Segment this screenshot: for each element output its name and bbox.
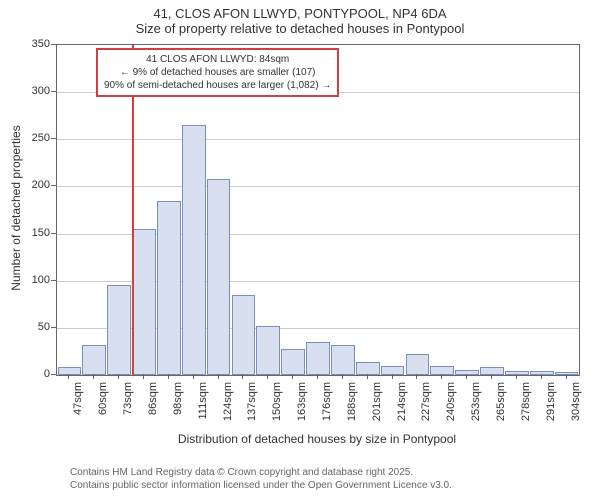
y-tick-mark	[51, 91, 56, 92]
histogram-bar	[256, 326, 280, 375]
x-tick-mark	[566, 374, 567, 379]
x-tick-label: 98sqm	[172, 382, 184, 415]
histogram-bar	[182, 125, 206, 375]
x-tick-label: 291sqm	[545, 382, 557, 421]
y-tick-label: 250	[20, 132, 50, 144]
x-tick-mark	[516, 374, 517, 379]
x-tick-mark	[491, 374, 492, 379]
histogram-bar	[505, 371, 529, 375]
histogram-bar	[107, 285, 131, 375]
histogram-bar	[306, 342, 330, 375]
chart-subtitle: Size of property relative to detached ho…	[0, 21, 600, 36]
y-tick-label: 50	[20, 321, 50, 333]
y-tick-label: 300	[20, 85, 50, 97]
x-tick-label: 124sqm	[222, 382, 234, 421]
x-tick-mark	[392, 374, 393, 379]
footer: Contains HM Land Registry data © Crown c…	[70, 466, 452, 492]
histogram-bar	[281, 349, 305, 375]
histogram-bar	[331, 345, 355, 375]
x-tick-label: 73sqm	[122, 382, 134, 415]
x-tick-label: 214sqm	[396, 382, 408, 421]
histogram-bar	[207, 179, 231, 375]
y-tick-mark	[51, 233, 56, 234]
x-tick-label: 201sqm	[371, 382, 383, 421]
x-tick-label: 60sqm	[97, 382, 109, 415]
y-tick-mark	[51, 374, 56, 375]
x-tick-mark	[68, 374, 69, 379]
chart-container: 41, CLOS AFON LLWYD, PONTYPOOL, NP4 6DA …	[0, 0, 600, 500]
x-tick-mark	[218, 374, 219, 379]
x-tick-label: 304sqm	[570, 382, 582, 421]
y-axis-label: Number of detached properties	[9, 88, 23, 328]
x-tick-mark	[93, 374, 94, 379]
chart-title: 41, CLOS AFON LLWYD, PONTYPOOL, NP4 6DA	[0, 0, 600, 21]
histogram-bar	[406, 354, 430, 375]
histogram-bar	[82, 345, 106, 375]
x-tick-mark	[292, 374, 293, 379]
annotation-line2: ← 9% of detached houses are smaller (107…	[104, 66, 331, 79]
gridline	[57, 139, 579, 140]
x-tick-label: 265sqm	[495, 382, 507, 421]
y-tick-mark	[51, 44, 56, 45]
y-tick-mark	[51, 185, 56, 186]
x-tick-label: 163sqm	[296, 382, 308, 421]
x-tick-mark	[143, 374, 144, 379]
annotation-box: 41 CLOS AFON LLWYD: 84sqm ← 9% of detach…	[96, 48, 339, 97]
x-tick-mark	[441, 374, 442, 379]
histogram-bar	[530, 371, 554, 375]
y-tick-label: 200	[20, 179, 50, 191]
x-tick-label: 240sqm	[445, 382, 457, 421]
x-tick-label: 253sqm	[470, 382, 482, 421]
x-tick-mark	[466, 374, 467, 379]
x-tick-mark	[367, 374, 368, 379]
histogram-bar	[157, 201, 181, 375]
x-tick-label: 227sqm	[420, 382, 432, 421]
histogram-bar	[132, 229, 156, 375]
x-tick-label: 47sqm	[72, 382, 84, 415]
y-tick-label: 100	[20, 274, 50, 286]
footer-line1: Contains HM Land Registry data © Crown c…	[70, 466, 452, 479]
y-tick-label: 150	[20, 227, 50, 239]
x-tick-mark	[416, 374, 417, 379]
x-tick-mark	[342, 374, 343, 379]
x-tick-mark	[317, 374, 318, 379]
y-tick-mark	[51, 327, 56, 328]
y-tick-label: 350	[20, 38, 50, 50]
annotation-line1: 41 CLOS AFON LLWYD: 84sqm	[104, 53, 331, 66]
gridline	[57, 186, 579, 187]
x-tick-label: 137sqm	[246, 382, 258, 421]
x-axis-label: Distribution of detached houses by size …	[56, 432, 578, 446]
x-tick-label: 278sqm	[520, 382, 532, 421]
x-tick-mark	[242, 374, 243, 379]
x-tick-mark	[168, 374, 169, 379]
x-tick-mark	[267, 374, 268, 379]
x-tick-mark	[541, 374, 542, 379]
x-tick-label: 111sqm	[197, 382, 209, 420]
histogram-bar	[232, 295, 256, 375]
footer-line2: Contains public sector information licen…	[70, 479, 452, 492]
y-tick-mark	[51, 138, 56, 139]
x-tick-mark	[193, 374, 194, 379]
x-tick-label: 150sqm	[271, 382, 283, 421]
y-tick-mark	[51, 280, 56, 281]
histogram-bar	[356, 362, 380, 375]
y-tick-label: 0	[20, 368, 50, 380]
x-tick-label: 188sqm	[346, 382, 358, 421]
x-tick-mark	[118, 374, 119, 379]
x-tick-label: 176sqm	[321, 382, 333, 421]
annotation-line3: 90% of semi-detached houses are larger (…	[104, 79, 331, 92]
x-tick-label: 86sqm	[147, 382, 159, 415]
